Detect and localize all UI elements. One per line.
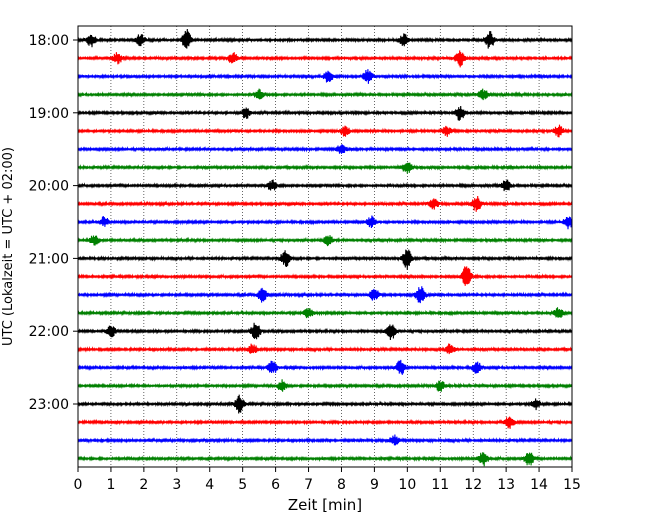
x-tick-label: 4 [205,477,214,493]
x-tick-label: 0 [74,477,83,493]
x-tick-label: 1 [106,477,115,493]
trace-row-2115 [77,266,573,286]
y-tick-label: 19:00 [29,106,69,122]
x-tick-label: 14 [530,477,548,493]
trace-row-1830 [77,69,573,84]
trace-row-2030 [77,215,573,230]
x-tick-label: 9 [370,477,379,493]
trace-row-2315 [77,416,573,429]
trace-row-2100 [77,249,573,270]
trace-row-2045 [77,235,573,247]
trace-row-2130 [77,286,573,304]
trace-row-1930 [77,144,573,154]
trace-row-1815 [77,50,573,68]
plot-frame [77,25,573,468]
y-tick-label: 20:00 [29,179,69,195]
x-tick-label: 15 [563,477,581,493]
y-axis-ticks: 18:00 19:00 20:00 21:00 22:00 23:00 [29,33,78,413]
y-tick-label: 22:00 [29,324,69,340]
x-tick-label: 3 [172,477,181,493]
vertical-gridlines [110,26,540,467]
trace-row-2000 [77,179,573,192]
x-tick-label: 6 [271,477,280,493]
y-tick-label: 23:00 [29,397,69,413]
trace-row-1915 [77,124,573,138]
trace-row-2145 [77,307,573,319]
trace-row-2345 [77,452,573,467]
y-tick-label: 21:00 [29,251,69,267]
x-tick-label: 13 [497,477,515,493]
trace-row-2215 [77,343,573,355]
trace-row-2330 [77,434,573,446]
x-tick-label: 11 [431,477,449,493]
x-tick-label: 8 [337,477,346,493]
x-tick-label: 5 [238,477,247,493]
x-tick-label: 7 [304,477,313,493]
y-axis-title: UTC (Lokalzeit = UTC + 02:00) [1,147,16,346]
x-tick-label: 10 [398,477,416,493]
trace-row-1900 [77,105,573,121]
seismic-traces [77,28,573,467]
x-tick-label: 2 [139,477,148,493]
trace-row-2300 [77,394,573,414]
trace-row-2200 [77,322,573,341]
trace-row-2245 [77,379,573,392]
x-axis-ticks: 0 1 2 3 4 5 6 7 8 9 10 11 12 13 14 15 [74,467,581,493]
trace-row-2230 [77,359,573,375]
trace-row-2015 [77,195,573,212]
x-axis-title: Zeit [min] [288,496,362,514]
trace-row-1945 [77,162,573,174]
y-tick-label: 18:00 [29,33,69,49]
trace-row-1800 [77,28,573,49]
trace-row-1845 [77,88,573,101]
x-tick-label: 12 [464,477,482,493]
